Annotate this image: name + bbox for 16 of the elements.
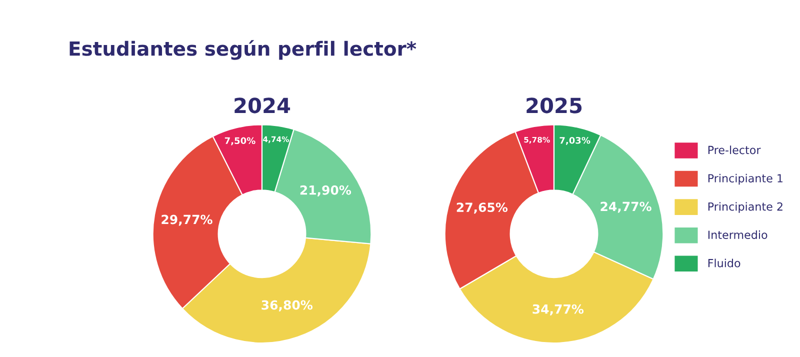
text: Estudiantes según perfil lector* <box>70 40 416 60</box>
legend-label: Principiante 2 <box>708 202 782 213</box>
legend-label: Principiante 1 <box>708 174 782 185</box>
chart-title: 2025 <box>526 98 582 114</box>
data-label: 7,50% <box>224 137 256 146</box>
data-label: 29,77% <box>162 214 212 226</box>
data-label: 27,65% <box>456 202 508 214</box>
data-label: 34,77% <box>532 304 584 316</box>
data-label: 7,03% <box>560 136 590 145</box>
chart-title: 2024 <box>234 98 290 114</box>
legend-label: Pre-lector <box>708 146 761 154</box>
legend-label: Fluido <box>708 258 740 268</box>
data-label: 36,80% <box>262 300 313 312</box>
legend-label: Intermedio <box>708 230 768 240</box>
data-label: 21,90% <box>300 185 352 196</box>
data-label: 24,77% <box>600 202 652 213</box>
